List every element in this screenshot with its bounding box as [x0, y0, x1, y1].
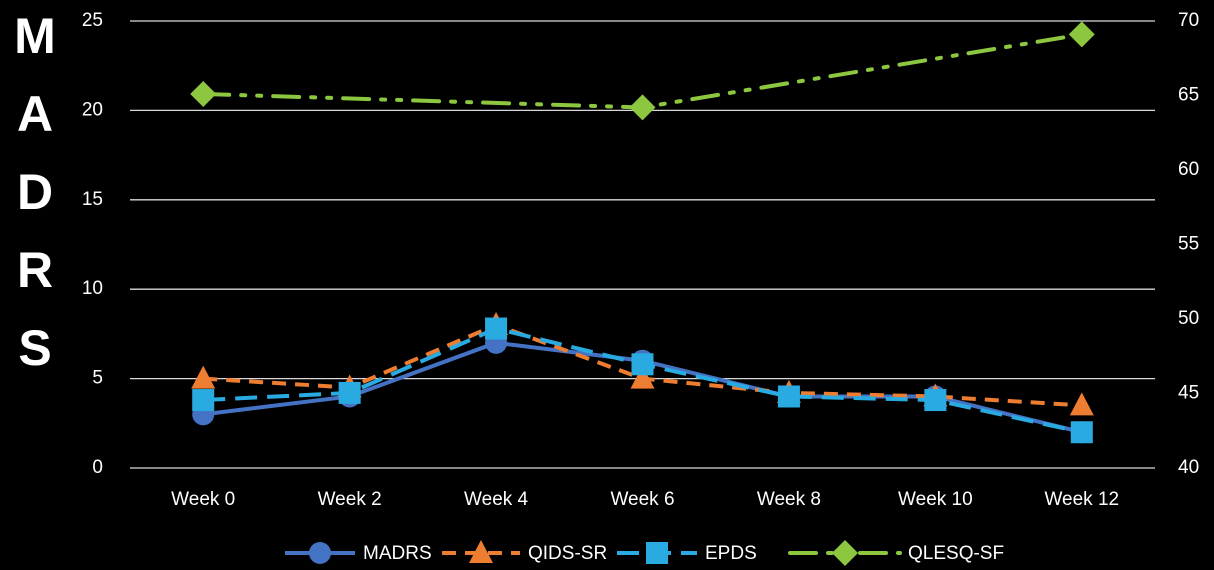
marker [190, 81, 217, 108]
marker [631, 353, 654, 376]
marker [192, 389, 215, 412]
marker [309, 542, 331, 564]
marker [646, 542, 668, 564]
x-tick-label: Week 2 [318, 489, 382, 510]
y-tick-label: 5 [92, 368, 103, 389]
marker [777, 385, 800, 408]
y-tick-label: 25 [82, 10, 103, 31]
marker [485, 317, 508, 340]
marker [630, 365, 655, 389]
x-tick-label: Week 12 [1044, 489, 1119, 510]
marker [1069, 392, 1094, 416]
x-tick-label: Week 4 [464, 489, 529, 510]
marker [469, 540, 493, 563]
y2-tick-label: 45 [1178, 383, 1199, 404]
y-tick-label: 0 [92, 457, 103, 478]
y-tick-label: 20 [82, 99, 103, 120]
x-tick-label: Week 6 [610, 489, 674, 510]
marker [629, 94, 656, 121]
marker [832, 540, 858, 566]
x-tick-label: Week 10 [898, 489, 973, 510]
y2-tick-label: 70 [1178, 10, 1199, 31]
marker [1068, 21, 1095, 48]
legend-label: QIDS-SR [528, 543, 607, 564]
marker [1070, 421, 1093, 444]
y2-tick-label: 60 [1178, 159, 1199, 180]
y-tick-label: 10 [82, 278, 103, 299]
marker [924, 389, 947, 412]
y-tick-label: 15 [82, 189, 103, 210]
legend-label: MADRS [363, 543, 432, 564]
x-tick-label: Week 0 [171, 489, 235, 510]
marker [191, 365, 216, 389]
y2-tick-label: 50 [1178, 308, 1199, 329]
y2-tick-label: 40 [1178, 457, 1199, 478]
marker [338, 381, 361, 404]
y2-tick-label: 65 [1178, 85, 1199, 106]
y-axis-title: MADRS [7, 8, 63, 398]
legend-label: QLESQ-SF [908, 543, 1004, 564]
y2-tick-label: 55 [1178, 234, 1199, 255]
x-tick-label: Week 8 [757, 489, 821, 510]
legend-label: EPDS [705, 543, 757, 564]
